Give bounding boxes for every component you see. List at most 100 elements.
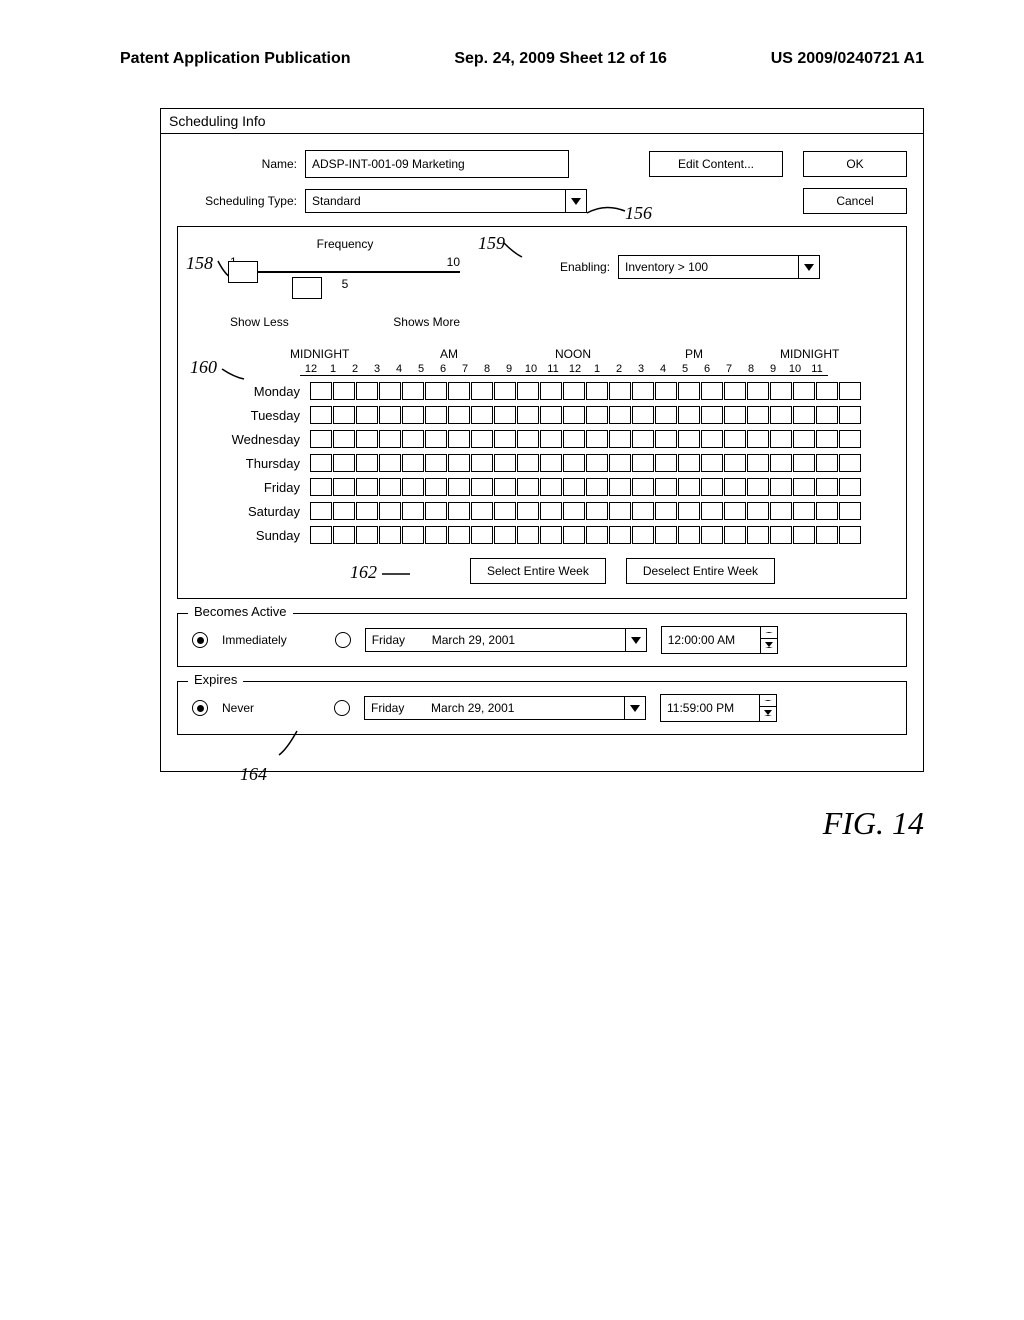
hour-cell[interactable] xyxy=(632,406,654,424)
hour-cell[interactable] xyxy=(655,478,677,496)
hour-cell[interactable] xyxy=(310,382,332,400)
hour-cell[interactable] xyxy=(678,382,700,400)
hour-cell[interactable] xyxy=(747,502,769,520)
hour-cell[interactable] xyxy=(655,502,677,520)
hour-cell[interactable] xyxy=(356,430,378,448)
expires-date-radio[interactable] xyxy=(334,700,350,716)
hour-cell[interactable] xyxy=(655,406,677,424)
hour-cell[interactable] xyxy=(333,502,355,520)
active-date-combo[interactable]: Friday March 29, 2001 xyxy=(365,628,647,652)
hour-cell[interactable] xyxy=(356,502,378,520)
hour-cell[interactable] xyxy=(747,526,769,544)
hour-cell[interactable] xyxy=(793,430,815,448)
hour-cell[interactable] xyxy=(517,526,539,544)
hour-cell[interactable] xyxy=(770,478,792,496)
hour-cell[interactable] xyxy=(310,430,332,448)
hour-cell[interactable] xyxy=(471,478,493,496)
hour-cell[interactable] xyxy=(333,406,355,424)
hour-cell[interactable] xyxy=(310,478,332,496)
hour-cell[interactable] xyxy=(448,478,470,496)
hour-cell[interactable] xyxy=(678,478,700,496)
slider-thumb-mid[interactable] xyxy=(292,277,322,299)
hour-cell[interactable] xyxy=(793,382,815,400)
edit-content-button[interactable]: Edit Content... xyxy=(649,151,783,177)
hour-cell[interactable] xyxy=(402,406,424,424)
hour-cell[interactable] xyxy=(356,526,378,544)
hour-cell[interactable] xyxy=(724,430,746,448)
deselect-week-button[interactable]: Deselect Entire Week xyxy=(626,558,775,584)
hour-cell[interactable] xyxy=(793,478,815,496)
hour-cell[interactable] xyxy=(586,406,608,424)
hour-cell[interactable] xyxy=(448,430,470,448)
name-input[interactable]: ADSP-INT-001-09 Marketing xyxy=(305,150,569,178)
hour-cell[interactable] xyxy=(816,526,838,544)
hour-cell[interactable] xyxy=(586,502,608,520)
hour-cell[interactable] xyxy=(448,454,470,472)
hour-cell[interactable] xyxy=(816,502,838,520)
hour-cell[interactable] xyxy=(632,454,654,472)
hour-cell[interactable] xyxy=(425,478,447,496)
hour-cell[interactable] xyxy=(471,526,493,544)
hour-cell[interactable] xyxy=(379,526,401,544)
hour-cell[interactable] xyxy=(310,526,332,544)
hour-cell[interactable] xyxy=(724,478,746,496)
hour-cell[interactable] xyxy=(563,526,585,544)
hour-cell[interactable] xyxy=(517,430,539,448)
hour-cell[interactable] xyxy=(793,454,815,472)
hour-cell[interactable] xyxy=(632,382,654,400)
frequency-slider[interactable] xyxy=(230,271,460,273)
hour-cell[interactable] xyxy=(701,382,723,400)
hour-cell[interactable] xyxy=(701,430,723,448)
hour-cell[interactable] xyxy=(310,502,332,520)
hour-cell[interactable] xyxy=(701,526,723,544)
spin-up-icon[interactable] xyxy=(760,695,776,707)
hour-cell[interactable] xyxy=(333,478,355,496)
hour-cell[interactable] xyxy=(816,454,838,472)
hour-cell[interactable] xyxy=(747,382,769,400)
hour-cell[interactable] xyxy=(609,382,631,400)
hour-cell[interactable] xyxy=(678,430,700,448)
hour-cell[interactable] xyxy=(793,502,815,520)
hour-cell[interactable] xyxy=(356,382,378,400)
hour-cell[interactable] xyxy=(333,382,355,400)
hour-cell[interactable] xyxy=(839,406,861,424)
hour-cell[interactable] xyxy=(563,454,585,472)
hour-cell[interactable] xyxy=(839,502,861,520)
hour-cell[interactable] xyxy=(356,406,378,424)
hour-cell[interactable] xyxy=(471,502,493,520)
hour-cell[interactable] xyxy=(379,478,401,496)
hour-cell[interactable] xyxy=(586,382,608,400)
expires-time-spinner[interactable]: 11:59:00 PM xyxy=(660,694,777,722)
hour-cell[interactable] xyxy=(379,502,401,520)
hour-cell[interactable] xyxy=(747,430,769,448)
hour-cell[interactable] xyxy=(448,526,470,544)
ok-button[interactable]: OK xyxy=(803,151,907,177)
spin-down-icon[interactable] xyxy=(761,639,777,650)
hour-cell[interactable] xyxy=(402,502,424,520)
hour-cell[interactable] xyxy=(494,454,516,472)
hour-cell[interactable] xyxy=(540,502,562,520)
hour-cell[interactable] xyxy=(448,502,470,520)
hour-cell[interactable] xyxy=(839,430,861,448)
hour-cell[interactable] xyxy=(839,454,861,472)
hour-cell[interactable] xyxy=(540,454,562,472)
hour-cell[interactable] xyxy=(425,406,447,424)
hour-cell[interactable] xyxy=(586,430,608,448)
hour-cell[interactable] xyxy=(839,382,861,400)
hour-cell[interactable] xyxy=(816,382,838,400)
hour-cell[interactable] xyxy=(563,406,585,424)
hour-cell[interactable] xyxy=(632,502,654,520)
hour-cell[interactable] xyxy=(609,478,631,496)
hour-cell[interactable] xyxy=(701,502,723,520)
hour-cell[interactable] xyxy=(609,454,631,472)
hour-cell[interactable] xyxy=(425,502,447,520)
hour-cell[interactable] xyxy=(816,478,838,496)
select-week-button[interactable]: Select Entire Week xyxy=(470,558,606,584)
hour-cell[interactable] xyxy=(724,406,746,424)
hour-cell[interactable] xyxy=(494,406,516,424)
hour-cell[interactable] xyxy=(609,430,631,448)
hour-cell[interactable] xyxy=(333,430,355,448)
hour-cell[interactable] xyxy=(379,382,401,400)
hour-cell[interactable] xyxy=(517,382,539,400)
hour-cell[interactable] xyxy=(724,502,746,520)
